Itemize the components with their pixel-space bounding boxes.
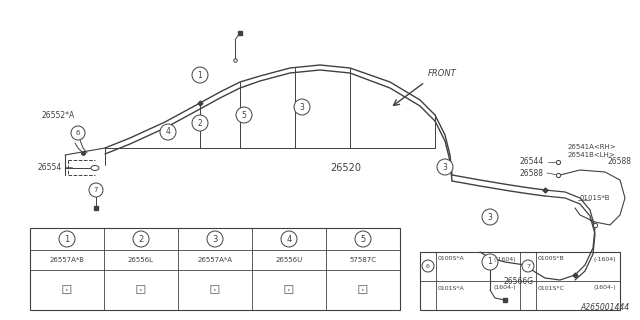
Text: 26520: 26520	[330, 163, 361, 173]
Circle shape	[355, 231, 371, 247]
Text: (1604-): (1604-)	[493, 285, 516, 291]
Text: 26541B<LH>: 26541B<LH>	[568, 152, 616, 158]
Text: 26588: 26588	[520, 169, 544, 178]
Circle shape	[192, 115, 208, 131]
Text: (-1604): (-1604)	[593, 257, 616, 261]
Text: 3: 3	[488, 212, 492, 221]
Circle shape	[160, 124, 176, 140]
Text: 26588: 26588	[608, 157, 632, 166]
Text: 1: 1	[488, 258, 492, 267]
Text: FRONT: FRONT	[428, 69, 457, 78]
Text: 26566G: 26566G	[503, 277, 533, 286]
Circle shape	[236, 107, 252, 123]
Circle shape	[281, 231, 297, 247]
Text: A265001444: A265001444	[581, 303, 630, 312]
Text: 6: 6	[426, 263, 430, 268]
Text: 26554: 26554	[38, 163, 62, 172]
Text: 26556L: 26556L	[128, 257, 154, 263]
Text: 5: 5	[241, 110, 246, 119]
Text: 3: 3	[300, 102, 305, 111]
Text: 7: 7	[526, 263, 530, 268]
Text: 26557A*A: 26557A*A	[198, 257, 232, 263]
Text: 0101S*A: 0101S*A	[438, 285, 465, 291]
Text: 57587C: 57587C	[349, 257, 376, 263]
Text: 26557A*B: 26557A*B	[49, 257, 84, 263]
Text: 4: 4	[286, 235, 292, 244]
Text: ⊡: ⊡	[357, 283, 369, 297]
Text: ⊡: ⊡	[283, 283, 295, 297]
Circle shape	[59, 231, 75, 247]
Text: 3: 3	[212, 235, 218, 244]
Text: 0100S*A: 0100S*A	[438, 257, 465, 261]
Text: 4: 4	[166, 127, 170, 137]
Text: ⊡: ⊡	[135, 283, 147, 297]
Text: 7: 7	[93, 187, 99, 193]
Text: 1: 1	[198, 70, 202, 79]
Text: 3: 3	[443, 163, 447, 172]
Circle shape	[207, 231, 223, 247]
Circle shape	[192, 67, 208, 83]
Text: 2: 2	[198, 118, 202, 127]
Circle shape	[422, 260, 434, 272]
Text: 2: 2	[138, 235, 143, 244]
Bar	[420, 252, 620, 310]
Circle shape	[482, 254, 498, 270]
Circle shape	[522, 260, 534, 272]
Text: 1: 1	[65, 235, 70, 244]
Text: ⊡: ⊡	[61, 283, 73, 297]
Text: 6: 6	[76, 130, 80, 136]
Text: 26544: 26544	[520, 157, 544, 166]
Text: 5: 5	[360, 235, 365, 244]
Circle shape	[437, 159, 453, 175]
Text: 26556U: 26556U	[275, 257, 303, 263]
Bar	[30, 228, 400, 310]
Circle shape	[294, 99, 310, 115]
Text: 26541A<RH>: 26541A<RH>	[568, 144, 616, 150]
Text: (1604-): (1604-)	[593, 285, 616, 291]
Text: 0101S*C: 0101S*C	[538, 285, 565, 291]
Text: 0101S*B: 0101S*B	[580, 195, 611, 201]
Circle shape	[71, 126, 85, 140]
Text: (-1604): (-1604)	[493, 257, 516, 261]
Circle shape	[133, 231, 149, 247]
Text: 0100S*B: 0100S*B	[538, 257, 564, 261]
Text: 26552*A: 26552*A	[42, 110, 76, 119]
Circle shape	[89, 183, 103, 197]
Text: ⊡: ⊡	[209, 283, 221, 297]
Circle shape	[482, 209, 498, 225]
